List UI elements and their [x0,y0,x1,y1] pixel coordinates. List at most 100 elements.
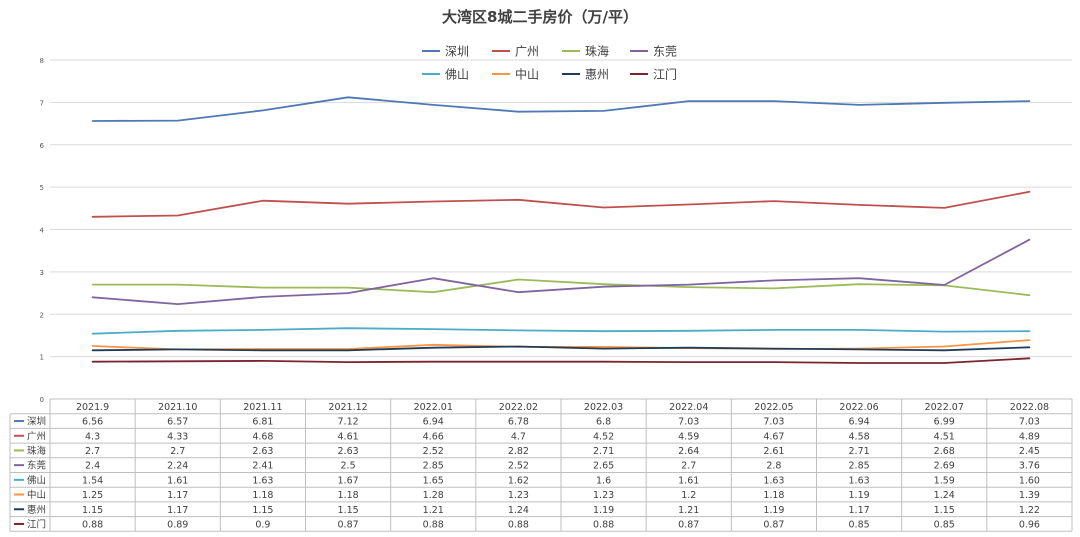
data-label: 1.18 [338,490,359,501]
y-tick-label: 0 [40,396,44,404]
data-label: 7.12 [338,417,359,428]
x-category-label: 2022.01 [414,402,453,413]
x-category-label: 2022.03 [584,402,623,413]
data-label: 0.9 [255,519,270,530]
data-label: 2.68 [934,446,955,457]
data-label: 4.61 [338,431,359,442]
data-label: 2.4 [85,461,100,472]
data-label: 1.65 [423,475,444,486]
data-label: 2.7 [681,461,696,472]
series-line-1 [91,96,1031,122]
data-label: 0.87 [678,519,699,530]
data-label: 1.25 [82,490,103,501]
table-series-name: 江门 [27,518,46,530]
data-label: 4.58 [849,431,870,442]
legend-label: 珠海 [585,44,609,59]
legend-label: 中山 [515,67,539,82]
data-label: 1.21 [678,505,699,516]
data-label: 1.63 [252,475,273,486]
series-line-5 [91,327,1031,335]
x-category-label: 2022.02 [499,402,538,413]
data-label: 2.7 [85,446,100,457]
data-label: 2.71 [593,446,614,457]
data-label: 2.41 [252,461,273,472]
data-label: 2.52 [423,446,444,457]
data-label: 0.85 [934,519,955,530]
data-label: 7.03 [763,417,784,428]
series-line-8 [91,357,1031,364]
data-table: 2021.9 2021.10 2021.11 2021.12 2022.01 2022.0… [9,398,1073,532]
x-category-label: 2022.07 [925,402,964,413]
x-category-label: 2021.11 [243,402,282,413]
x-category-label: 2021.9 [76,402,109,413]
legend-label: 惠州 [585,68,609,82]
data-label: 1.62 [508,475,529,486]
data-label: 1.15 [338,505,359,516]
data-label: 1.15 [82,505,103,516]
data-label: 1.23 [508,490,529,501]
x-category-label: 2022.08 [1010,402,1049,413]
series-line-7 [91,345,1031,352]
table-series-name: 广州 [27,430,46,442]
data-label: 4.59 [678,431,699,442]
data-label: 2.61 [763,446,784,457]
table-series-name: 深圳 [27,417,46,428]
y-tick-label: 7 [40,99,44,107]
data-label: 0.88 [423,519,444,530]
data-label: 2.8 [766,461,781,472]
data-label: 1.15 [252,505,273,516]
data-label: 2.45 [1019,446,1040,457]
data-label: 0.85 [849,519,870,530]
table-series-name: 惠州 [27,504,46,516]
data-label: 1.24 [934,490,955,501]
table-series-name: 珠海 [27,445,47,457]
y-tick-label: 5 [40,184,44,192]
data-label: 4.89 [1019,431,1040,442]
data-label: 1.18 [252,490,273,501]
x-category-label: 2022.04 [669,402,708,413]
data-label: 1.24 [508,505,529,516]
y-tick-label: 1 [40,354,44,362]
data-label: 0.89 [167,519,188,530]
data-label: 6.57 [167,417,188,428]
data-label: 6.99 [934,417,955,428]
data-label: 1.19 [849,490,870,501]
table-series-name: 中山 [27,489,46,501]
data-label: 4.67 [763,431,784,442]
data-label: 1.21 [423,505,444,516]
data-label: 2.65 [593,461,614,472]
data-label: 0.87 [763,519,784,530]
data-label: 2.63 [252,446,273,457]
data-label: 4.33 [167,431,188,442]
data-label: 6.81 [252,417,273,428]
data-label: 1.63 [763,475,784,486]
data-label: 2.52 [508,461,529,472]
data-label: 4.51 [934,431,955,442]
data-label: 4.52 [593,431,614,442]
data-label: 1.61 [167,475,188,486]
legend-label: 佛山 [445,68,469,82]
y-tick-label: 6 [40,142,45,150]
y-axis: 0 1 2 3 4 5 6 7 8 [40,57,45,404]
data-label: 1.6 [596,475,611,486]
data-label: 2.64 [678,446,699,457]
series-line-4 [91,238,1031,306]
data-label: 6.56 [82,417,103,428]
data-label: 1.60 [1019,475,1040,486]
data-label: 1.22 [1019,505,1040,516]
data-label: 1.17 [167,490,188,501]
data-label: 7.03 [1019,417,1040,428]
data-label: 1.19 [593,505,614,516]
data-label: 2.7 [170,446,185,457]
data-label: 1.59 [934,475,955,486]
data-label: 4.68 [252,431,273,442]
data-label: 1.39 [1019,490,1040,501]
legend-label: 深圳 [445,45,469,59]
data-label: 3.76 [1019,461,1040,472]
legend-label: 江门 [653,67,677,82]
data-label: 1.19 [763,505,784,516]
data-label: 1.18 [763,490,784,501]
data-label: 1.54 [82,475,103,486]
